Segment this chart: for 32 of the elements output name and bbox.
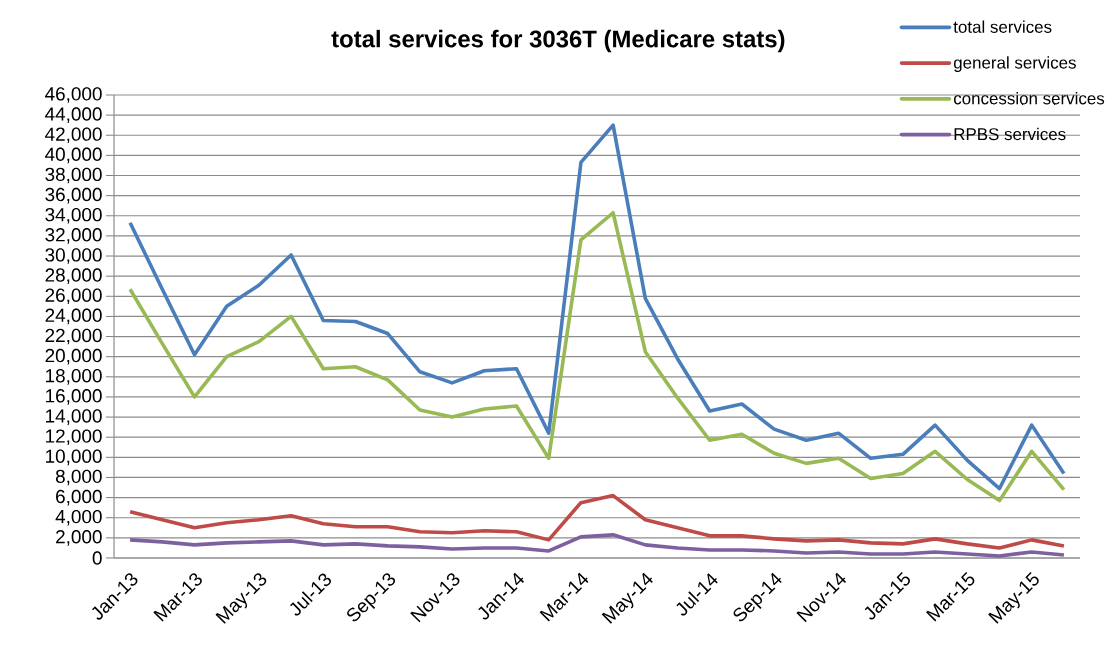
y-tick-label: 4,000 (55, 509, 102, 526)
chart-title: total services for 3036T (Medicare stats) (331, 29, 785, 53)
y-tick-label: 46,000 (45, 87, 102, 103)
y-tick-label: 12,000 (46, 429, 102, 446)
line-series (128, 533, 1066, 558)
y-tick-label: 40,000 (45, 147, 102, 164)
y-tick-label: 18,000 (46, 368, 102, 385)
y-tick-label: 20,000 (45, 348, 102, 365)
y-tick-label: 24,000 (45, 308, 102, 325)
line-series (128, 123, 1066, 491)
y-tick-label: 22,000 (45, 328, 102, 345)
y-tick-label: 2,000 (56, 530, 102, 546)
y-tick-label: 14,000 (46, 409, 102, 425)
legend-label: RPBS services (954, 127, 1066, 141)
y-tick-label: 28,000 (45, 268, 102, 284)
y-tick-label: 6,000 (56, 489, 102, 506)
y-tick-label: 26,000 (45, 288, 102, 305)
y-tick-label: 44,000 (45, 107, 102, 123)
y-tick-label: 10,000 (46, 449, 102, 466)
legend-label: general services (953, 56, 1076, 73)
y-tick-label: 36,000 (45, 187, 102, 204)
y-tick-label: 34,000 (45, 207, 102, 224)
y-tick-label: 42,000 (45, 127, 102, 144)
legend-label: concession services (953, 91, 1105, 105)
y-tick-label: 8,000 (55, 469, 102, 486)
y-tick-label: 16,000 (46, 389, 102, 405)
y-tick-label: 38,000 (45, 167, 102, 184)
y-tick-label: 32,000 (45, 228, 102, 244)
y-tick-label: 30,000 (45, 248, 102, 264)
line-series (128, 210, 1066, 503)
y-tick-label: 0 (92, 551, 102, 565)
legend-label: total services (953, 20, 1052, 33)
